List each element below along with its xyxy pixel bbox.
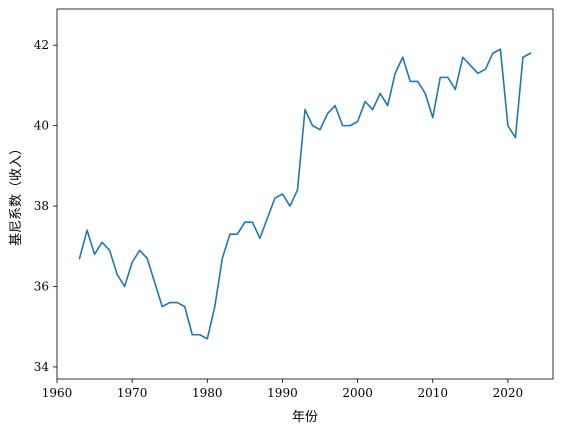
y-tick-label: 40 (34, 119, 49, 133)
y-tick-label: 42 (34, 38, 49, 52)
y-tick-label: 36 (34, 280, 49, 294)
series-line (78, 48, 532, 340)
y-axis-title: 基尼系数（收入） (9, 142, 24, 246)
x-axis-ticks: 1960 1970 1980 1990 2000 2010 2020 (42, 379, 523, 400)
x-tick-label: 1980 (192, 386, 223, 400)
axes-frame (56, 8, 554, 380)
y-tick-label: 38 (34, 199, 49, 213)
x-tick-label: 2010 (417, 386, 448, 400)
x-tick-label: 1970 (117, 386, 148, 400)
x-tick-label: 1960 (42, 386, 73, 400)
x-tick-label: 1990 (267, 386, 298, 400)
x-axis-title: 年份 (292, 410, 318, 425)
x-tick-label: 2020 (493, 386, 524, 400)
plot-area (78, 48, 532, 340)
y-tick-label: 34 (34, 360, 50, 374)
x-tick-label: 2000 (342, 386, 373, 400)
y-axis-ticks: 34 36 38 40 42 (34, 38, 57, 374)
